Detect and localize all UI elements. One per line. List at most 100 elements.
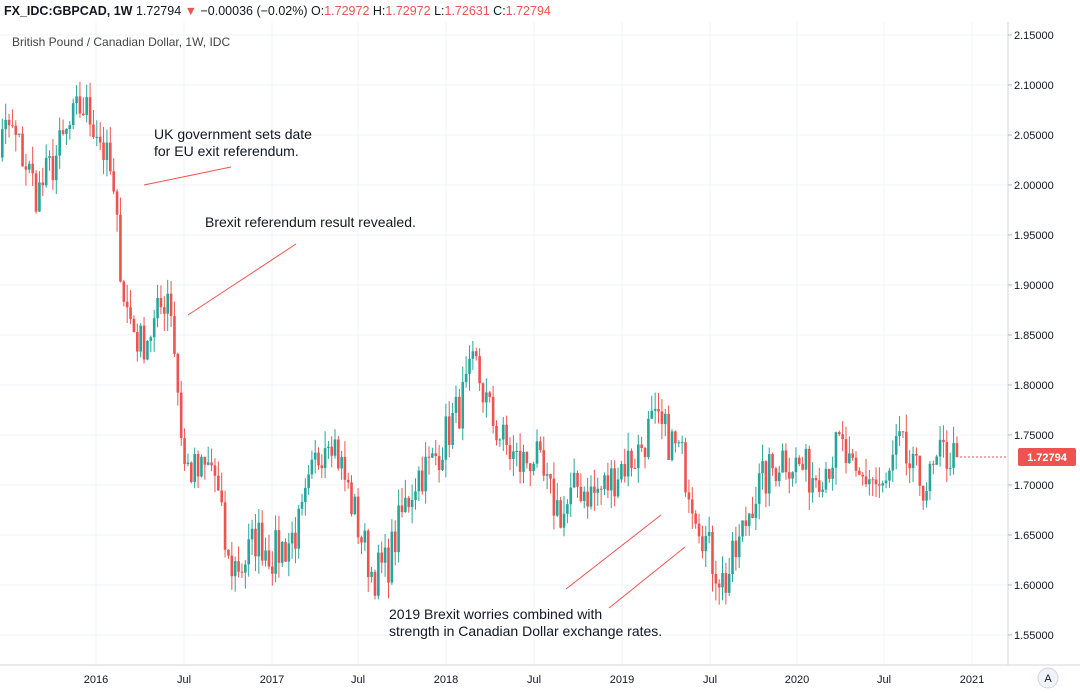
candle <box>670 429 674 462</box>
candle <box>404 479 407 513</box>
candle <box>911 446 915 482</box>
candle <box>663 408 667 437</box>
candle <box>380 541 384 574</box>
candle <box>330 436 334 468</box>
candle <box>284 538 287 562</box>
annotation-0: UK government sets date for EU exit refer… <box>154 126 312 159</box>
y-tick-label: 1.95000 <box>1014 230 1054 242</box>
candle <box>333 429 337 459</box>
candle <box>797 455 801 467</box>
candle <box>105 129 109 177</box>
annotation-1: Brexit referendum result revealed. <box>205 214 416 230</box>
candle <box>230 542 234 590</box>
candle <box>317 447 320 470</box>
candle <box>377 544 380 600</box>
candle <box>609 459 613 509</box>
candle <box>539 436 542 453</box>
candle <box>92 109 95 140</box>
candle <box>474 347 478 361</box>
candle <box>593 469 596 511</box>
candle <box>616 467 620 499</box>
candle <box>451 402 454 449</box>
candle <box>801 456 804 471</box>
candle <box>582 486 586 509</box>
candle <box>142 316 146 364</box>
candle <box>271 551 274 586</box>
candle <box>132 315 136 333</box>
candle <box>694 510 697 529</box>
time-axis[interactable]: 2016 Jul 2017 Jul 2018 Jul 2019 Jul 2020 Jul 2021 <box>84 674 984 686</box>
candle <box>217 461 220 491</box>
candle <box>878 467 881 499</box>
candle <box>817 467 821 498</box>
candle <box>804 443 808 482</box>
candle <box>125 284 129 323</box>
candle <box>613 460 616 507</box>
candle <box>603 472 606 496</box>
candle <box>300 493 304 516</box>
candle <box>623 448 627 483</box>
candle <box>884 472 888 489</box>
candle <box>173 301 176 357</box>
candle <box>807 445 811 511</box>
candle <box>85 84 88 123</box>
candle <box>287 533 291 577</box>
candle <box>38 171 41 212</box>
candle <box>918 455 922 496</box>
candle <box>122 280 126 307</box>
candle <box>844 426 848 474</box>
candle <box>444 403 448 478</box>
candle <box>680 435 684 455</box>
candle <box>468 345 471 391</box>
x-tick-label: Jul <box>877 674 891 686</box>
candle <box>834 431 838 485</box>
candle <box>952 426 955 475</box>
symbol-name[interactable]: FX_IDC:GBPCAD, 1W <box>4 4 133 18</box>
annotation-pointer-2 <box>565 514 662 590</box>
candle <box>260 510 264 566</box>
candle <box>777 465 781 487</box>
candle <box>129 290 132 324</box>
candle <box>78 81 82 118</box>
candle <box>630 448 633 477</box>
candle <box>572 458 576 488</box>
candle <box>908 450 911 484</box>
candle <box>254 513 257 571</box>
candle <box>139 323 142 358</box>
price-axis[interactable]: 2.15000 2.10000 2.05000 2.00000 1.95000 1.900… <box>1008 30 1054 642</box>
candle <box>146 339 149 361</box>
candle <box>747 512 751 536</box>
candle <box>264 537 267 567</box>
auto-scale-button[interactable]: A <box>1037 667 1059 689</box>
candle <box>731 531 734 582</box>
chart-subtitle: British Pound / Canadian Dollar, 1W, IDC <box>12 35 230 49</box>
candle <box>82 97 85 117</box>
candle <box>485 378 488 418</box>
candle <box>515 442 519 467</box>
candle <box>58 117 61 169</box>
auto-scale-label: A <box>1044 673 1052 685</box>
x-tick-label: Jul <box>177 674 191 686</box>
annotation-2: 2019 Brexit worries combined with strengt… <box>389 606 662 639</box>
candle <box>464 356 468 388</box>
candle <box>764 460 768 508</box>
candle <box>633 458 637 469</box>
candle <box>549 473 552 494</box>
candle <box>848 436 851 465</box>
candle <box>757 463 761 520</box>
candle <box>115 189 119 232</box>
last-price: 1.72794 <box>135 4 182 18</box>
candle <box>687 479 691 513</box>
candle <box>417 466 421 501</box>
candle <box>640 436 643 452</box>
candle <box>898 415 901 446</box>
candle <box>310 450 314 479</box>
candle <box>0 118 4 162</box>
candle <box>650 395 654 420</box>
candle <box>942 425 945 458</box>
last-price-label: 1.72794 <box>1027 452 1068 464</box>
candle <box>390 519 394 585</box>
annotation-lines <box>143 166 686 609</box>
candle <box>179 380 183 446</box>
